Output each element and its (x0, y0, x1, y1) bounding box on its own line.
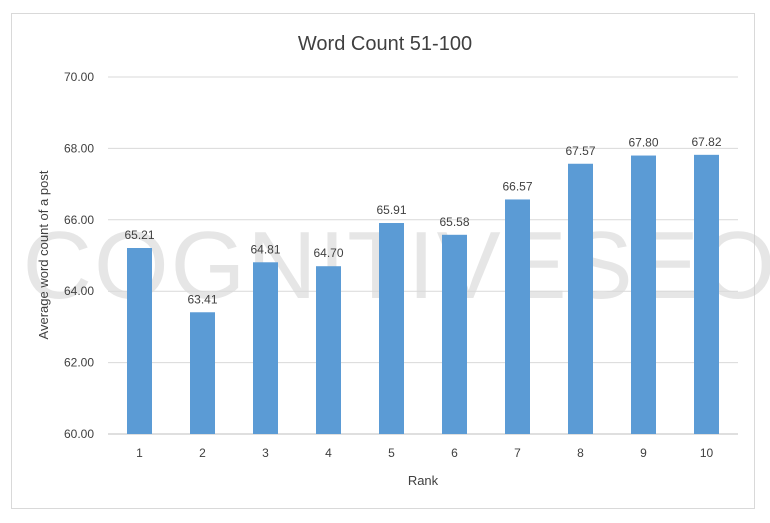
bar (568, 163, 593, 434)
bar (253, 262, 278, 434)
x-tick-label: 2 (199, 446, 206, 460)
x-tick-label: 3 (262, 446, 269, 460)
x-axis-label: Rank (408, 473, 439, 488)
y-tick-label: 66.00 (64, 213, 94, 227)
bar (190, 312, 215, 434)
y-axis-ticks: 60.00 62.00 64.00 66.00 68.00 70.00 (64, 70, 94, 441)
x-tick-label: 4 (325, 446, 332, 460)
y-tick-label: 62.00 (64, 356, 94, 370)
x-tick-label: 10 (700, 446, 714, 460)
x-tick-label: 9 (640, 446, 647, 460)
bar (505, 199, 530, 434)
bar (694, 154, 719, 435)
bar (316, 266, 341, 434)
chart-title: Word Count 51-100 (298, 33, 472, 55)
data-label: 65.91 (376, 203, 406, 217)
bar (127, 248, 152, 434)
bar (379, 223, 404, 434)
data-label: 65.58 (439, 215, 469, 229)
y-axis-label: Average word count of a post (36, 170, 51, 339)
data-label: 67.57 (565, 144, 595, 158)
y-tick-label: 60.00 (64, 427, 94, 441)
x-tick-label: 7 (514, 446, 521, 460)
bar (442, 234, 467, 434)
y-tick-label: 64.00 (64, 284, 94, 298)
data-label: 64.70 (313, 246, 343, 260)
x-tick-label: 5 (388, 446, 395, 460)
data-labels: 65.21 63.41 64.81 64.70 65.91 65.58 66.57 67.57… (124, 135, 721, 306)
x-tick-label: 8 (577, 446, 584, 460)
x-tick-label: 1 (136, 446, 143, 460)
data-label: 64.81 (250, 242, 280, 256)
bar (631, 155, 656, 435)
y-tick-label: 70.00 (64, 70, 94, 84)
data-label: 67.80 (628, 136, 658, 150)
x-tick-label: 6 (451, 446, 458, 460)
data-label: 65.21 (124, 228, 154, 242)
data-label: 66.57 (502, 179, 532, 193)
y-tick-label: 68.00 (64, 141, 94, 155)
x-axis-ticks: 1 2 3 4 5 6 7 8 9 10 (136, 446, 713, 460)
data-label: 63.41 (187, 292, 217, 306)
data-label: 67.82 (691, 135, 721, 149)
bars (127, 154, 719, 435)
